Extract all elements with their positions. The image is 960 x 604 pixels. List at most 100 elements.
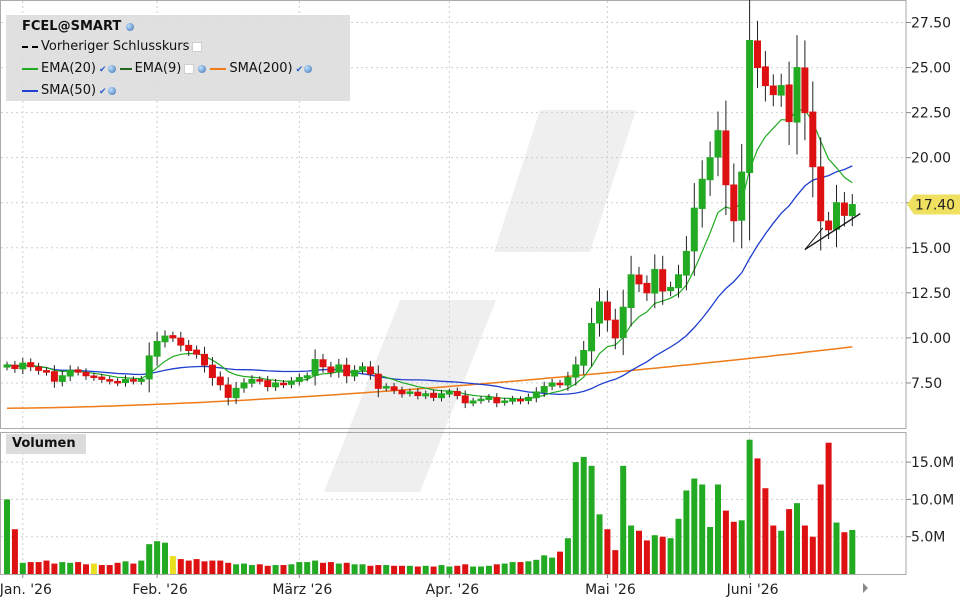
volume-bar (722, 510, 729, 574)
price-axis-label: 20.00 (911, 151, 951, 167)
candle-body (596, 301, 603, 324)
volume-bar (233, 564, 240, 574)
candle-body (485, 396, 493, 400)
candle-body (193, 349, 201, 355)
volume-bar (59, 562, 66, 574)
checkmark-icon[interactable]: ✔ (99, 87, 107, 97)
candle-body (817, 166, 825, 222)
volume-bar (778, 530, 785, 574)
volume-bar (841, 532, 848, 574)
candle-body (216, 376, 224, 386)
candle-body (588, 322, 596, 352)
candle-body (232, 387, 240, 399)
volume-bar (596, 514, 603, 574)
volume-bar (659, 536, 666, 574)
candle-body (35, 366, 43, 371)
candle-body (477, 398, 485, 402)
candle-body (137, 378, 145, 382)
volume-panel-label: Volumen (6, 434, 86, 454)
watermark-upper-stroke (494, 110, 636, 252)
candle-body (19, 362, 27, 370)
volume-bar (557, 551, 563, 574)
volume-bar (430, 566, 437, 574)
candle-body (627, 274, 635, 309)
checkmark-icon[interactable]: ✔ (99, 65, 107, 75)
eye-icon[interactable] (304, 64, 313, 73)
candle-body (619, 306, 627, 338)
legend-row-prev-close: Vorheriger Schlusskurs (22, 39, 206, 54)
volume-bar (746, 439, 753, 574)
volume-bar (707, 527, 714, 574)
volume-bar (51, 563, 58, 574)
volume-bar (462, 564, 469, 574)
volume-bar (217, 560, 224, 574)
x-axis-label: Jan. '26 (0, 582, 52, 598)
volume-bar (399, 565, 405, 574)
candle-body (840, 202, 848, 216)
sma200-swatch-icon (210, 67, 227, 70)
candle-body (224, 384, 232, 398)
candle-body (611, 319, 619, 339)
candle-body (651, 268, 659, 294)
volume-bar (541, 555, 548, 574)
candle-body (366, 366, 374, 375)
x-axis-label: März '26 (272, 582, 332, 598)
volume-bar (501, 563, 508, 574)
volume-bar (699, 484, 706, 574)
checkbox-unchecked-icon[interactable] (192, 41, 203, 52)
candle-body (698, 178, 706, 209)
volume-bar (343, 562, 350, 574)
candle-body (501, 400, 509, 403)
legend-box[interactable]: FCEL@SMART Vorheriger Schlusskurs EMA(20… (6, 15, 350, 101)
volume-bar (643, 540, 650, 574)
candle-body (761, 66, 769, 87)
candle-body (738, 171, 746, 221)
checkmark-icon[interactable]: ✔ (295, 65, 304, 75)
candle-body (517, 398, 524, 402)
candle-body (280, 382, 287, 386)
candle-body (161, 335, 169, 343)
volume-bar (525, 561, 532, 574)
volume-bar (438, 565, 445, 574)
candle-body (445, 391, 453, 395)
volume-bar (248, 565, 255, 574)
volume-bar (762, 488, 769, 574)
candle-body (714, 130, 722, 158)
candle-body (785, 84, 793, 123)
candle-body (264, 380, 272, 388)
volume-bar (296, 562, 303, 574)
volume-bar (754, 458, 761, 574)
candle-body (382, 386, 390, 389)
candle-body (453, 391, 461, 397)
candle-body (359, 366, 366, 371)
eye-icon[interactable] (107, 86, 116, 95)
price-axis-label: 15.00 (911, 241, 951, 257)
volume-bar (264, 565, 271, 574)
volume-bar (825, 442, 832, 574)
volume-bar (651, 535, 658, 574)
volume-bar (517, 562, 524, 574)
volume-bar (620, 465, 627, 574)
legend-prev-close: Vorheriger Schlusskurs (41, 39, 190, 54)
candle-body (295, 377, 303, 382)
volume-bar (162, 542, 168, 574)
volume-bar (4, 499, 10, 574)
candle-body (335, 364, 343, 373)
eye-icon[interactable] (198, 64, 207, 73)
candle-body (603, 301, 611, 321)
candle-body (201, 353, 208, 366)
candle-body (343, 364, 351, 377)
eye-icon[interactable] (125, 22, 134, 31)
candle-body (98, 376, 106, 380)
candle-body (746, 40, 754, 174)
candle-body (540, 386, 548, 393)
sma200-line (6, 346, 853, 409)
legend-ema9: EMA(9) (134, 61, 182, 76)
volume-axis-label: 10.0M (911, 492, 954, 508)
scroll-right-icon[interactable] (863, 583, 868, 593)
candle-body (580, 350, 588, 366)
eye-icon[interactable] (107, 64, 116, 73)
checkbox-unchecked-icon[interactable] (184, 63, 195, 74)
candle-body (532, 391, 540, 399)
candle-body (825, 220, 833, 231)
